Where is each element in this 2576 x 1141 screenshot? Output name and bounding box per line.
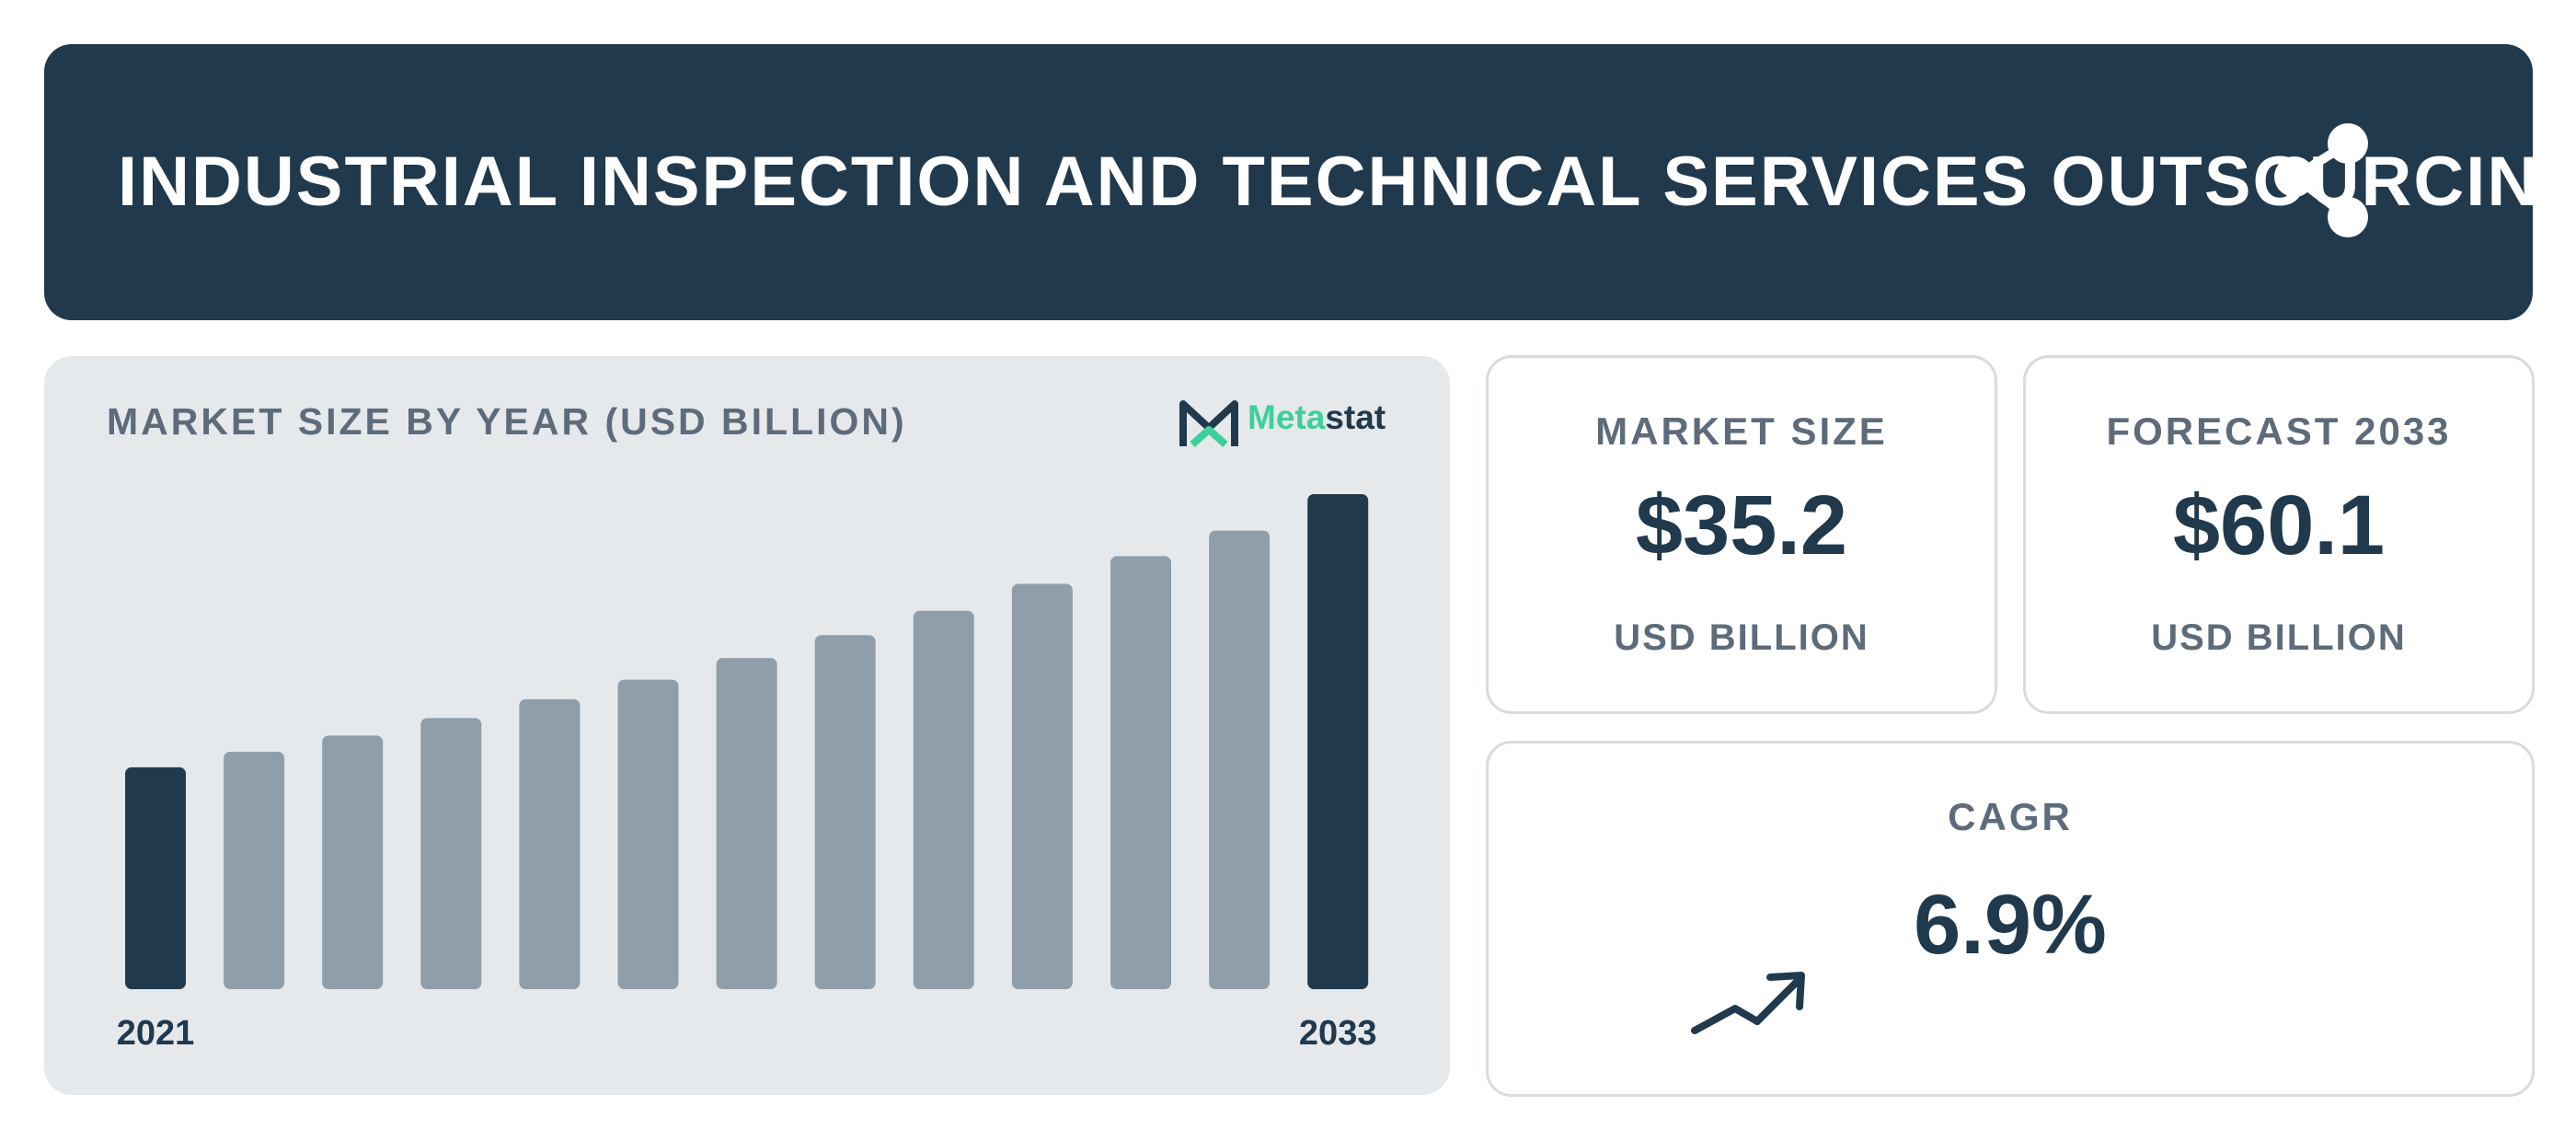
bar-2025 (519, 698, 581, 989)
market-size-unit: USD BILLION (1614, 617, 1869, 658)
cagr-value: 6.9% (1914, 878, 2107, 972)
bar-2024 (420, 718, 482, 989)
cagr-label: CAGR (1948, 795, 2073, 838)
page-title: INDUSTRIAL INSPECTION AND TECHNICAL SERV… (118, 143, 2533, 221)
bar-2032 (1209, 530, 1271, 989)
market-size-value: $35.2 (1635, 478, 1848, 572)
brand-name: Metastat (1248, 398, 1386, 437)
trend-up-icon (1691, 972, 1805, 1034)
bar-2028 (814, 635, 876, 989)
brand-name-part2: stat (1325, 398, 1386, 436)
chart-title: MARKET SIZE BY YEAR (USD BILLION) (107, 400, 907, 443)
chart-card: MARKET SIZE BY YEAR (USD BILLION) Metast… (44, 356, 1450, 1095)
bar-2026 (617, 679, 679, 989)
forecast-value: $60.1 (2172, 478, 2386, 572)
forecast-unit: USD BILLION (2151, 617, 2407, 658)
forecast-card: FORECAST 2033 $60.1 USD BILLION (2023, 355, 2535, 714)
brand-name-part1: Meta (1248, 398, 1326, 436)
bar-2023 (322, 735, 384, 989)
bar-2029 (913, 610, 974, 989)
bar-chart: 2021 2033 (117, 494, 1377, 1053)
x-tick-label-2033: 2033 (1299, 1014, 1377, 1053)
bar-2021 (125, 766, 186, 989)
header-banner: INDUSTRIAL INSPECTION AND TECHNICAL SERV… (44, 44, 2533, 320)
bar-2030 (1011, 583, 1073, 989)
market-size-label: MARKET SIZE (1595, 409, 1888, 453)
share-icon[interactable] (2261, 121, 2381, 241)
bar-2031 (1110, 556, 1171, 989)
metastat-logo-icon (1179, 400, 1238, 447)
forecast-label: FORECAST 2033 (2106, 409, 2452, 453)
bar-2027 (716, 658, 777, 989)
market-size-card: MARKET SIZE $35.2 USD BILLION (1486, 355, 1997, 714)
cagr-card: CAGR 6.9% (1486, 741, 2535, 1097)
bar-2022 (224, 751, 285, 989)
bar-2033 (1307, 494, 1369, 989)
x-tick-label-2021: 2021 (117, 1014, 195, 1053)
